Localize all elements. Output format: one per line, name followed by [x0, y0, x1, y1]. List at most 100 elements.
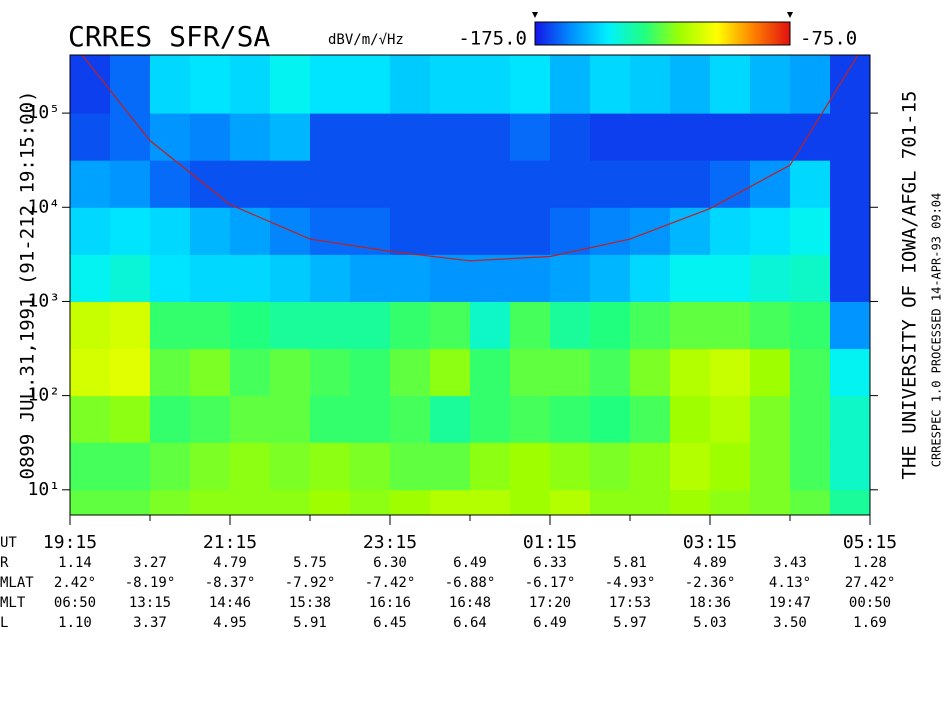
heatmap-cell — [750, 301, 791, 350]
heatmap-cell — [230, 113, 271, 161]
heatmap-cell — [70, 113, 111, 161]
heatmap-cell — [110, 395, 151, 443]
heatmap-cell — [470, 113, 511, 161]
heatmap-cell — [230, 348, 271, 397]
heatmap-cell — [510, 254, 551, 302]
heatmap-cell — [70, 442, 111, 491]
credit-label: CRRESPEC 1.0 PROCESSED 14-APR-93 09:04 — [930, 193, 944, 468]
colorbar-tick — [532, 12, 538, 18]
heatmap-cell — [430, 55, 471, 114]
heatmap-cell — [590, 55, 631, 114]
ephemeris-value: 06:50 — [54, 595, 96, 611]
heatmap-cell — [790, 301, 831, 350]
chart-title: CRRES SFR/SA — [68, 20, 270, 53]
heatmap-cell — [350, 489, 391, 516]
heatmap-cell — [830, 160, 871, 208]
heatmap-cell — [510, 55, 551, 114]
heatmap-cell — [230, 442, 271, 491]
heatmap-cell — [710, 113, 751, 161]
heatmap-cell — [510, 489, 551, 516]
heatmap-cell — [110, 160, 151, 208]
ephemeris-value: 4.79 — [213, 555, 247, 571]
ephemeris-value: 6.64 — [453, 615, 487, 631]
ephemeris-value: 27.42° — [845, 575, 896, 591]
heatmap-cell — [790, 55, 831, 114]
heatmap-cell — [710, 301, 751, 350]
ephemeris-value: 6.45 — [373, 615, 407, 631]
ephemeris-value: -7.42° — [365, 575, 416, 591]
ephemeris-value: 17:53 — [609, 595, 651, 611]
right-label: THE UNIVERSITY OF IOWA/AFGL 701-15 — [899, 91, 921, 480]
heatmap-cell — [710, 254, 751, 302]
heatmap-cell — [470, 442, 511, 491]
heatmap-cell — [550, 160, 591, 208]
heatmap-cell — [270, 254, 311, 302]
heatmap-cell — [430, 442, 471, 491]
heatmap-cell — [150, 301, 191, 350]
heatmap-cell — [630, 489, 671, 516]
heatmap-cell — [710, 395, 751, 443]
heatmap-cell — [390, 55, 431, 114]
heatmap-cell — [390, 113, 431, 161]
heatmap-cell — [310, 207, 351, 255]
heatmap-cell — [390, 348, 431, 397]
heatmap-cell — [310, 55, 351, 114]
heatmap-cell — [670, 489, 711, 516]
heatmap-cell — [790, 160, 831, 208]
heatmap-cell — [350, 254, 391, 302]
ephemeris-value: 2.42° — [54, 575, 96, 591]
heatmap-cell — [310, 442, 351, 491]
heatmap-cell — [270, 442, 311, 491]
x-tick-label: 23:15 — [363, 532, 417, 553]
heatmap-cell — [390, 489, 431, 516]
heatmap-cell — [470, 301, 511, 350]
heatmap-cell — [590, 395, 631, 443]
ephemeris-value: 00:50 — [849, 595, 891, 611]
heatmap-cell — [590, 160, 631, 208]
ephemeris-value: 4.89 — [693, 555, 727, 571]
heatmap-cell — [830, 113, 871, 161]
heatmap-cell — [710, 55, 751, 114]
heatmap-cell — [350, 55, 391, 114]
ephemeris-value: 3.27 — [133, 555, 167, 571]
heatmap-cell — [390, 207, 431, 255]
heatmap-cell — [630, 55, 671, 114]
y-tick-label: 10³ — [27, 290, 60, 311]
heatmap-cell — [70, 55, 111, 114]
heatmap-cell — [70, 395, 111, 443]
heatmap-cell — [470, 55, 511, 114]
heatmap-cell — [590, 348, 631, 397]
heatmap-cell — [790, 254, 831, 302]
heatmap-cell — [590, 442, 631, 491]
heatmap-cell — [110, 55, 151, 114]
ephemeris-value: 3.50 — [773, 615, 807, 631]
heatmap-cell — [670, 442, 711, 491]
ephemeris-value: 5.75 — [293, 555, 327, 571]
heatmap-cell — [470, 395, 511, 443]
colorbar-label: dBV/m/√Hz — [328, 32, 404, 48]
heatmap-cell — [670, 395, 711, 443]
heatmap-cell — [150, 254, 191, 302]
heatmap-cell — [310, 254, 351, 302]
heatmap-cell — [790, 348, 831, 397]
heatmap-cell — [590, 207, 631, 255]
heatmap-cell — [790, 113, 831, 161]
heatmap-cell — [510, 348, 551, 397]
y-tick-label: 10² — [27, 385, 60, 406]
heatmap-cell — [150, 55, 191, 114]
heatmap-cell — [230, 489, 271, 516]
heatmap-cell — [430, 254, 471, 302]
ephemeris-value: 14:46 — [209, 595, 251, 611]
heatmap-cell — [310, 489, 351, 516]
heatmap-cell — [150, 442, 191, 491]
colorbar-tick-label: -75.0 — [800, 28, 857, 50]
heatmap-cell — [550, 489, 591, 516]
heatmap-cell — [350, 113, 391, 161]
heatmap-cell — [390, 254, 431, 302]
ephemeris-value: -6.17° — [525, 575, 576, 591]
heatmap-cell — [230, 160, 271, 208]
x-tick-label: 03:15 — [683, 532, 737, 553]
heatmap-cell — [750, 395, 791, 443]
heatmap-cell — [830, 489, 871, 516]
